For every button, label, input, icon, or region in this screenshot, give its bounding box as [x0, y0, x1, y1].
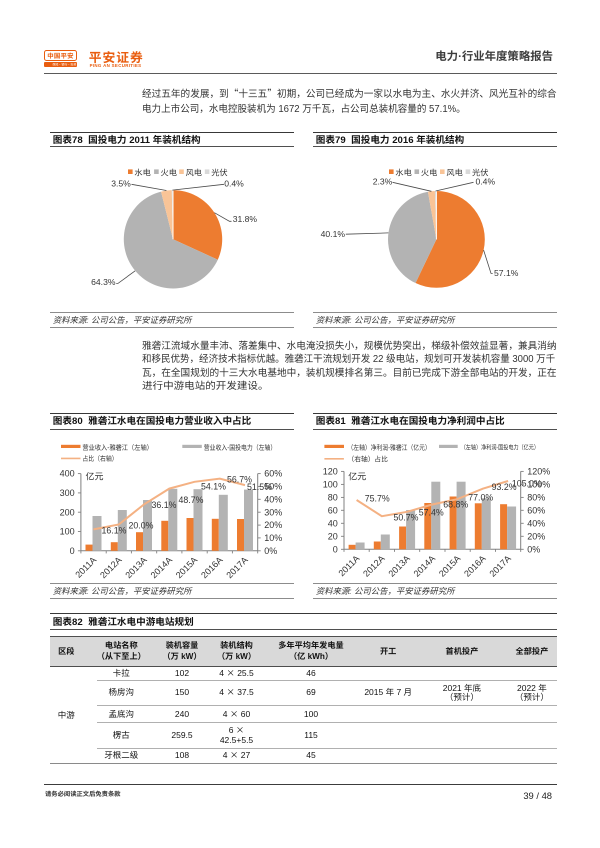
svg-text:100%: 100%: [527, 478, 550, 491]
svg-text:营业收入-雅砻江（左轴）: 营业收入-雅砻江（左轴）: [82, 443, 152, 453]
svg-text:2.3%: 2.3%: [373, 176, 393, 188]
svg-text:2011A: 2011A: [335, 552, 362, 579]
svg-text:2012A: 2012A: [97, 553, 125, 580]
svg-text:60: 60: [328, 503, 338, 516]
svg-text:2014A: 2014A: [147, 553, 175, 580]
svg-text:48.7%: 48.7%: [179, 493, 204, 506]
svg-text:2011A: 2011A: [72, 553, 99, 580]
svg-text:火电: 火电: [421, 166, 437, 178]
svg-text:水电: 水电: [134, 166, 150, 178]
svg-text:40.1%: 40.1%: [321, 228, 346, 240]
svg-text:36.1%: 36.1%: [152, 498, 177, 511]
svg-text:93.2%: 93.2%: [492, 480, 517, 493]
svg-text:77.0%: 77.0%: [468, 490, 493, 503]
svg-text:风电: 风电: [446, 166, 462, 178]
svg-text:水电: 水电: [395, 166, 411, 178]
svg-text:光伏: 光伏: [211, 166, 227, 178]
svg-text:2017A: 2017A: [223, 553, 251, 580]
svg-text:100: 100: [323, 478, 338, 491]
svg-text:0.4%: 0.4%: [224, 178, 244, 190]
svg-text:风电: 风电: [186, 166, 202, 178]
svg-text:（左轴）净利润-雅砻江（亿元）: （左轴）净利润-雅砻江（亿元）: [348, 443, 431, 453]
svg-text:16.1%: 16.1%: [102, 524, 127, 537]
svg-text:2015A: 2015A: [172, 553, 200, 580]
svg-text:40%: 40%: [527, 516, 545, 529]
svg-text:300: 300: [60, 486, 75, 499]
svg-text:60%: 60%: [264, 467, 282, 480]
svg-text:30%: 30%: [264, 505, 282, 518]
svg-text:20: 20: [328, 529, 338, 542]
svg-text:56.7%: 56.7%: [227, 473, 252, 486]
svg-text:100: 100: [60, 525, 75, 538]
svg-text:亿元: 亿元: [348, 470, 366, 483]
svg-text:105.0%: 105.0%: [512, 476, 542, 489]
svg-text:20%: 20%: [264, 518, 282, 531]
svg-text:2015A: 2015A: [436, 552, 464, 580]
svg-text:40: 40: [328, 516, 338, 529]
svg-text:120%: 120%: [527, 465, 550, 478]
svg-text:120: 120: [323, 465, 338, 478]
svg-text:20.0%: 20.0%: [129, 519, 154, 532]
svg-text:75.7%: 75.7%: [365, 492, 390, 505]
svg-text:0%: 0%: [264, 544, 277, 557]
svg-text:54.1%: 54.1%: [201, 480, 226, 493]
svg-text:51.5%: 51.5%: [247, 480, 272, 493]
svg-text:2013A: 2013A: [122, 553, 150, 580]
svg-text:亿元: 亿元: [86, 470, 104, 483]
svg-text:50.7%: 50.7%: [394, 511, 419, 524]
svg-text:64.3%: 64.3%: [91, 276, 116, 288]
svg-text:57.4%: 57.4%: [419, 505, 444, 518]
svg-text:营业收入-国投电力（左轴）: 营业收入-国投电力（左轴）: [204, 443, 276, 453]
svg-text:0: 0: [333, 542, 338, 555]
svg-text:2016A: 2016A: [198, 553, 226, 580]
svg-text:火电: 火电: [161, 166, 177, 178]
svg-text:80: 80: [328, 491, 338, 504]
svg-text:40%: 40%: [264, 492, 282, 505]
svg-text:80%: 80%: [527, 491, 545, 504]
svg-text:0: 0: [70, 544, 75, 557]
svg-text:2014A: 2014A: [410, 552, 438, 580]
svg-text:57.1%: 57.1%: [494, 267, 519, 279]
svg-text:占比（右轴）: 占比（右轴）: [82, 454, 117, 464]
svg-text:（右轴）占比: （右轴）占比: [348, 454, 388, 464]
svg-text:2016A: 2016A: [461, 552, 489, 580]
svg-text:（左轴）净利润-国投电力（亿元）: （左轴）净利润-国投电力（亿元）: [461, 443, 539, 452]
svg-text:3.5%: 3.5%: [111, 178, 131, 190]
svg-text:2017A: 2017A: [486, 552, 514, 580]
svg-text:400: 400: [60, 467, 75, 480]
svg-text:60%: 60%: [527, 503, 545, 516]
svg-text:2013A: 2013A: [385, 552, 413, 580]
svg-text:0.4%: 0.4%: [476, 176, 496, 188]
svg-text:200: 200: [60, 505, 75, 518]
svg-text:68.8%: 68.8%: [443, 498, 468, 511]
svg-text:10%: 10%: [264, 531, 282, 544]
svg-text:0%: 0%: [527, 542, 540, 555]
svg-text:50%: 50%: [264, 480, 282, 493]
svg-text:20%: 20%: [527, 529, 545, 542]
svg-text:31.8%: 31.8%: [233, 213, 258, 225]
svg-text:2012A: 2012A: [360, 552, 388, 580]
svg-text:光伏: 光伏: [472, 166, 488, 178]
